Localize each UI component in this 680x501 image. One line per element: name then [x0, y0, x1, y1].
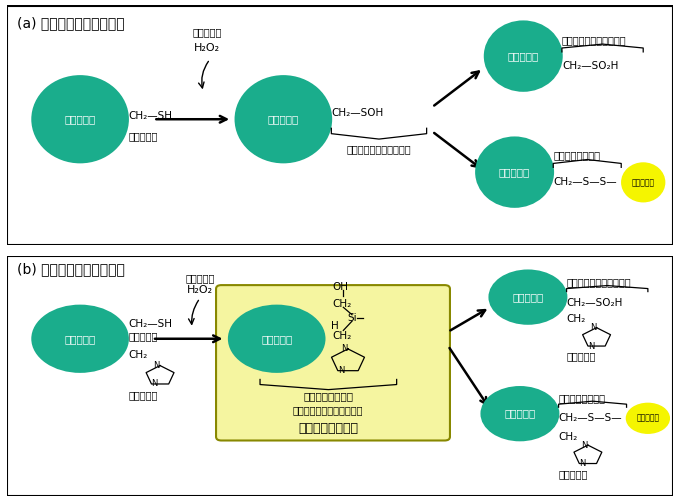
Text: CH₂: CH₂: [558, 432, 578, 442]
Text: (a) 従来の酸化反応モデル: (a) 従来の酸化反応モデル: [17, 16, 124, 30]
Text: CH₂—S—S—: CH₂—S—S—: [554, 177, 617, 187]
Circle shape: [481, 387, 558, 440]
Text: CH₂: CH₂: [566, 314, 586, 324]
Text: タンパク質: タンパク質: [505, 409, 536, 419]
Circle shape: [32, 306, 128, 372]
Text: システインスルフィン酸: システインスルフィン酸: [566, 278, 631, 288]
FancyBboxPatch shape: [216, 285, 450, 440]
Text: スルフラン誘導体: スルフラン誘導体: [303, 392, 353, 402]
Text: CH₂—SO₂H: CH₂—SO₂H: [566, 298, 623, 308]
Text: OH: OH: [332, 282, 348, 292]
Circle shape: [228, 306, 324, 372]
Circle shape: [32, 76, 128, 162]
Text: 過酸化水素: 過酸化水素: [192, 27, 222, 37]
Text: タンパク質: タンパク質: [65, 334, 96, 344]
Text: 新たな反応中間体: 新たな反応中間体: [298, 421, 358, 434]
Text: CH₂—S—S—: CH₂—S—S—: [558, 413, 622, 423]
Text: CH₂—SOH: CH₂—SOH: [331, 108, 384, 118]
Text: タンパク質: タンパク質: [512, 292, 543, 302]
Text: CH₂: CH₂: [128, 350, 148, 360]
Text: タンパク質: タンパク質: [261, 334, 292, 344]
Text: タンパク質: タンパク質: [65, 114, 96, 124]
Text: N: N: [341, 344, 348, 353]
Text: ジスルフィド結合: ジスルフィド結合: [554, 150, 600, 160]
Circle shape: [476, 137, 554, 207]
Circle shape: [626, 403, 669, 433]
Text: N: N: [588, 342, 594, 351]
Text: N: N: [579, 459, 585, 468]
Text: タンパク質: タンパク質: [632, 178, 655, 187]
Text: N: N: [581, 440, 588, 449]
Text: CH₂: CH₂: [332, 299, 352, 309]
FancyBboxPatch shape: [7, 256, 673, 495]
Text: CH₂—SH: CH₂—SH: [128, 319, 172, 329]
Text: タンパク質: タンパク質: [268, 114, 299, 124]
Text: システイン: システイン: [128, 332, 158, 342]
Text: ヒスチジン: ヒスチジン: [128, 390, 158, 400]
Text: システインスルフェン酸: システインスルフェン酸: [346, 144, 411, 154]
FancyBboxPatch shape: [7, 6, 673, 245]
Text: タンパク質: タンパク質: [636, 414, 660, 423]
Circle shape: [490, 271, 566, 324]
Text: ヒスチジン: ヒスチジン: [566, 351, 596, 361]
Text: N: N: [590, 323, 596, 332]
Text: N: N: [338, 366, 344, 375]
Text: N: N: [154, 361, 160, 370]
Text: Si: Si: [347, 313, 357, 323]
Circle shape: [235, 76, 331, 162]
Text: システインスルフィン酸: システインスルフィン酸: [562, 35, 626, 45]
Text: 過酸化水素: 過酸化水素: [186, 273, 215, 283]
Text: ヒスチジン: ヒスチジン: [558, 469, 588, 479]
Text: タンパク質: タンパク質: [508, 51, 539, 61]
Text: CH₂: CH₂: [332, 332, 352, 342]
Text: H₂O₂: H₂O₂: [194, 43, 220, 53]
Text: ジスルフィド結合: ジスルフィド結合: [558, 393, 606, 403]
Text: H₂O₂: H₂O₂: [187, 285, 213, 295]
Text: タンパク質: タンパク質: [499, 167, 530, 177]
Text: CH₂—SH: CH₂—SH: [128, 111, 172, 121]
Text: システイン: システイン: [128, 131, 158, 141]
Circle shape: [622, 163, 664, 201]
Text: （超原子価化合物の一種）: （超原子価化合物の一種）: [293, 405, 363, 415]
Text: N: N: [152, 379, 158, 388]
Circle shape: [485, 21, 562, 91]
Text: CH₂—SO₂H: CH₂—SO₂H: [562, 61, 618, 71]
Text: (b) 新たな酸化反応モデル: (b) 新たな酸化反応モデル: [17, 263, 124, 277]
Text: H: H: [330, 321, 339, 331]
